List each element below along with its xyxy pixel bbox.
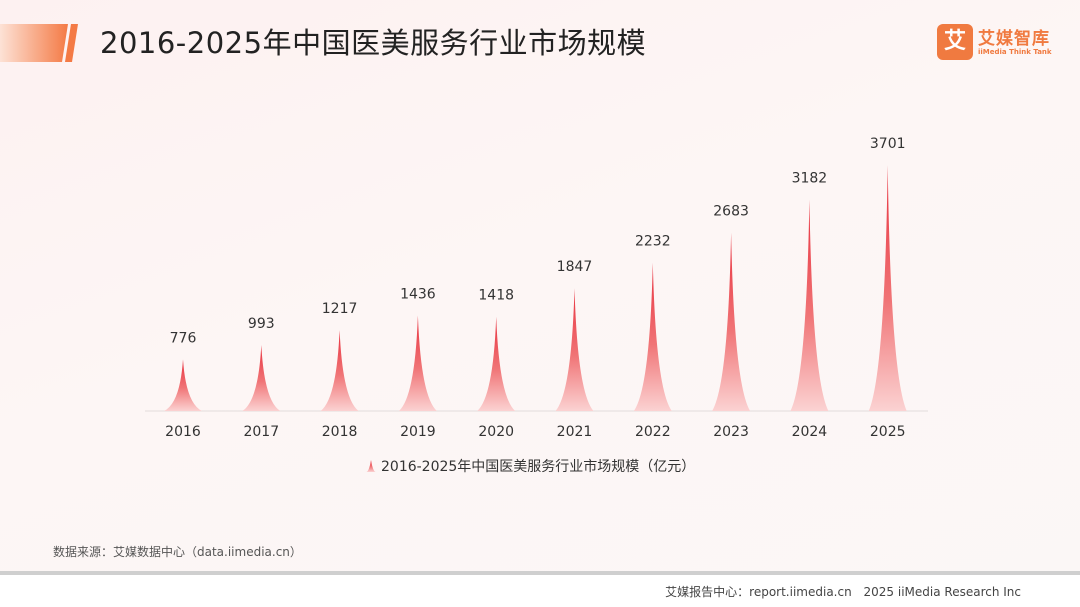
data-label-2017: 993 — [248, 316, 275, 332]
data-label-2025: 3701 — [870, 136, 906, 152]
bar-2023 — [712, 232, 751, 411]
data-label-2019: 1436 — [400, 287, 436, 303]
logo-mark-icon: 艾 — [937, 24, 973, 60]
bar-2018 — [320, 330, 359, 411]
x-tick-label-2024: 2024 — [792, 424, 828, 440]
bar-2022 — [633, 262, 672, 411]
bar-2020 — [477, 316, 516, 411]
data-source-note: 数据来源：艾媒数据中心（data.iimedia.cn） — [53, 545, 302, 559]
data-label-2020: 1418 — [478, 288, 514, 304]
chart-legend: 2016-2025年中国医美服务行业市场规模（亿元） — [366, 458, 695, 475]
data-label-2018: 1217 — [322, 301, 358, 317]
x-tick-label-2018: 2018 — [322, 424, 358, 440]
page-title: 2016-2025年中国医美服务行业市场规模 — [100, 26, 647, 60]
x-tick-label-2016: 2016 — [165, 424, 201, 440]
x-tick-label-2025: 2025 — [870, 424, 906, 440]
x-tick-label-2017: 2017 — [243, 424, 279, 440]
x-tick-label-2023: 2023 — [713, 424, 749, 440]
bar-2021 — [555, 288, 594, 411]
legend-marker-icon — [366, 460, 376, 472]
logo-text-cn: 艾媒智库 — [978, 29, 1050, 49]
footer-report-link[interactable]: 艾媒报告中心：report.iimedia.cn — [665, 585, 852, 599]
market-size-chart: 776 2016 993 2017 1217 2018 1436 2019 1418 2020 18… — [145, 136, 928, 475]
data-label-2016: 776 — [170, 330, 197, 346]
logo-text-en: iiMedia Think Tank — [978, 48, 1052, 56]
x-tick-label-2019: 2019 — [400, 424, 436, 440]
bar-2025 — [868, 165, 907, 411]
footer-text: 艾媒报告中心：report.iimedia.cn 2025 iiMedia Re… — [657, 583, 1021, 600]
data-label-2022: 2232 — [635, 234, 671, 250]
footer-bar: 艾媒报告中心：report.iimedia.cn 2025 iiMedia Re… — [0, 571, 1080, 607]
bar-2016 — [164, 359, 202, 411]
x-tick-label-2021: 2021 — [557, 424, 593, 440]
x-tick-label-2020: 2020 — [478, 424, 514, 440]
data-label-2024: 3182 — [792, 170, 828, 186]
footer-copyright: 2025 iiMedia Research Inc — [863, 585, 1021, 599]
data-label-2021: 1847 — [557, 259, 593, 275]
legend-label: 2016-2025年中国医美服务行业市场规模（亿元） — [381, 458, 695, 475]
bar-series: 776 2016 993 2017 1217 2018 1436 2019 1418 2020 18… — [164, 136, 907, 440]
bar-2019 — [398, 315, 437, 411]
bar-2017 — [242, 344, 281, 411]
x-tick-label-2022: 2022 — [635, 424, 671, 440]
bar-2024 — [790, 199, 829, 411]
title-accent-bar — [0, 24, 78, 62]
data-label-2023: 2683 — [713, 204, 749, 220]
